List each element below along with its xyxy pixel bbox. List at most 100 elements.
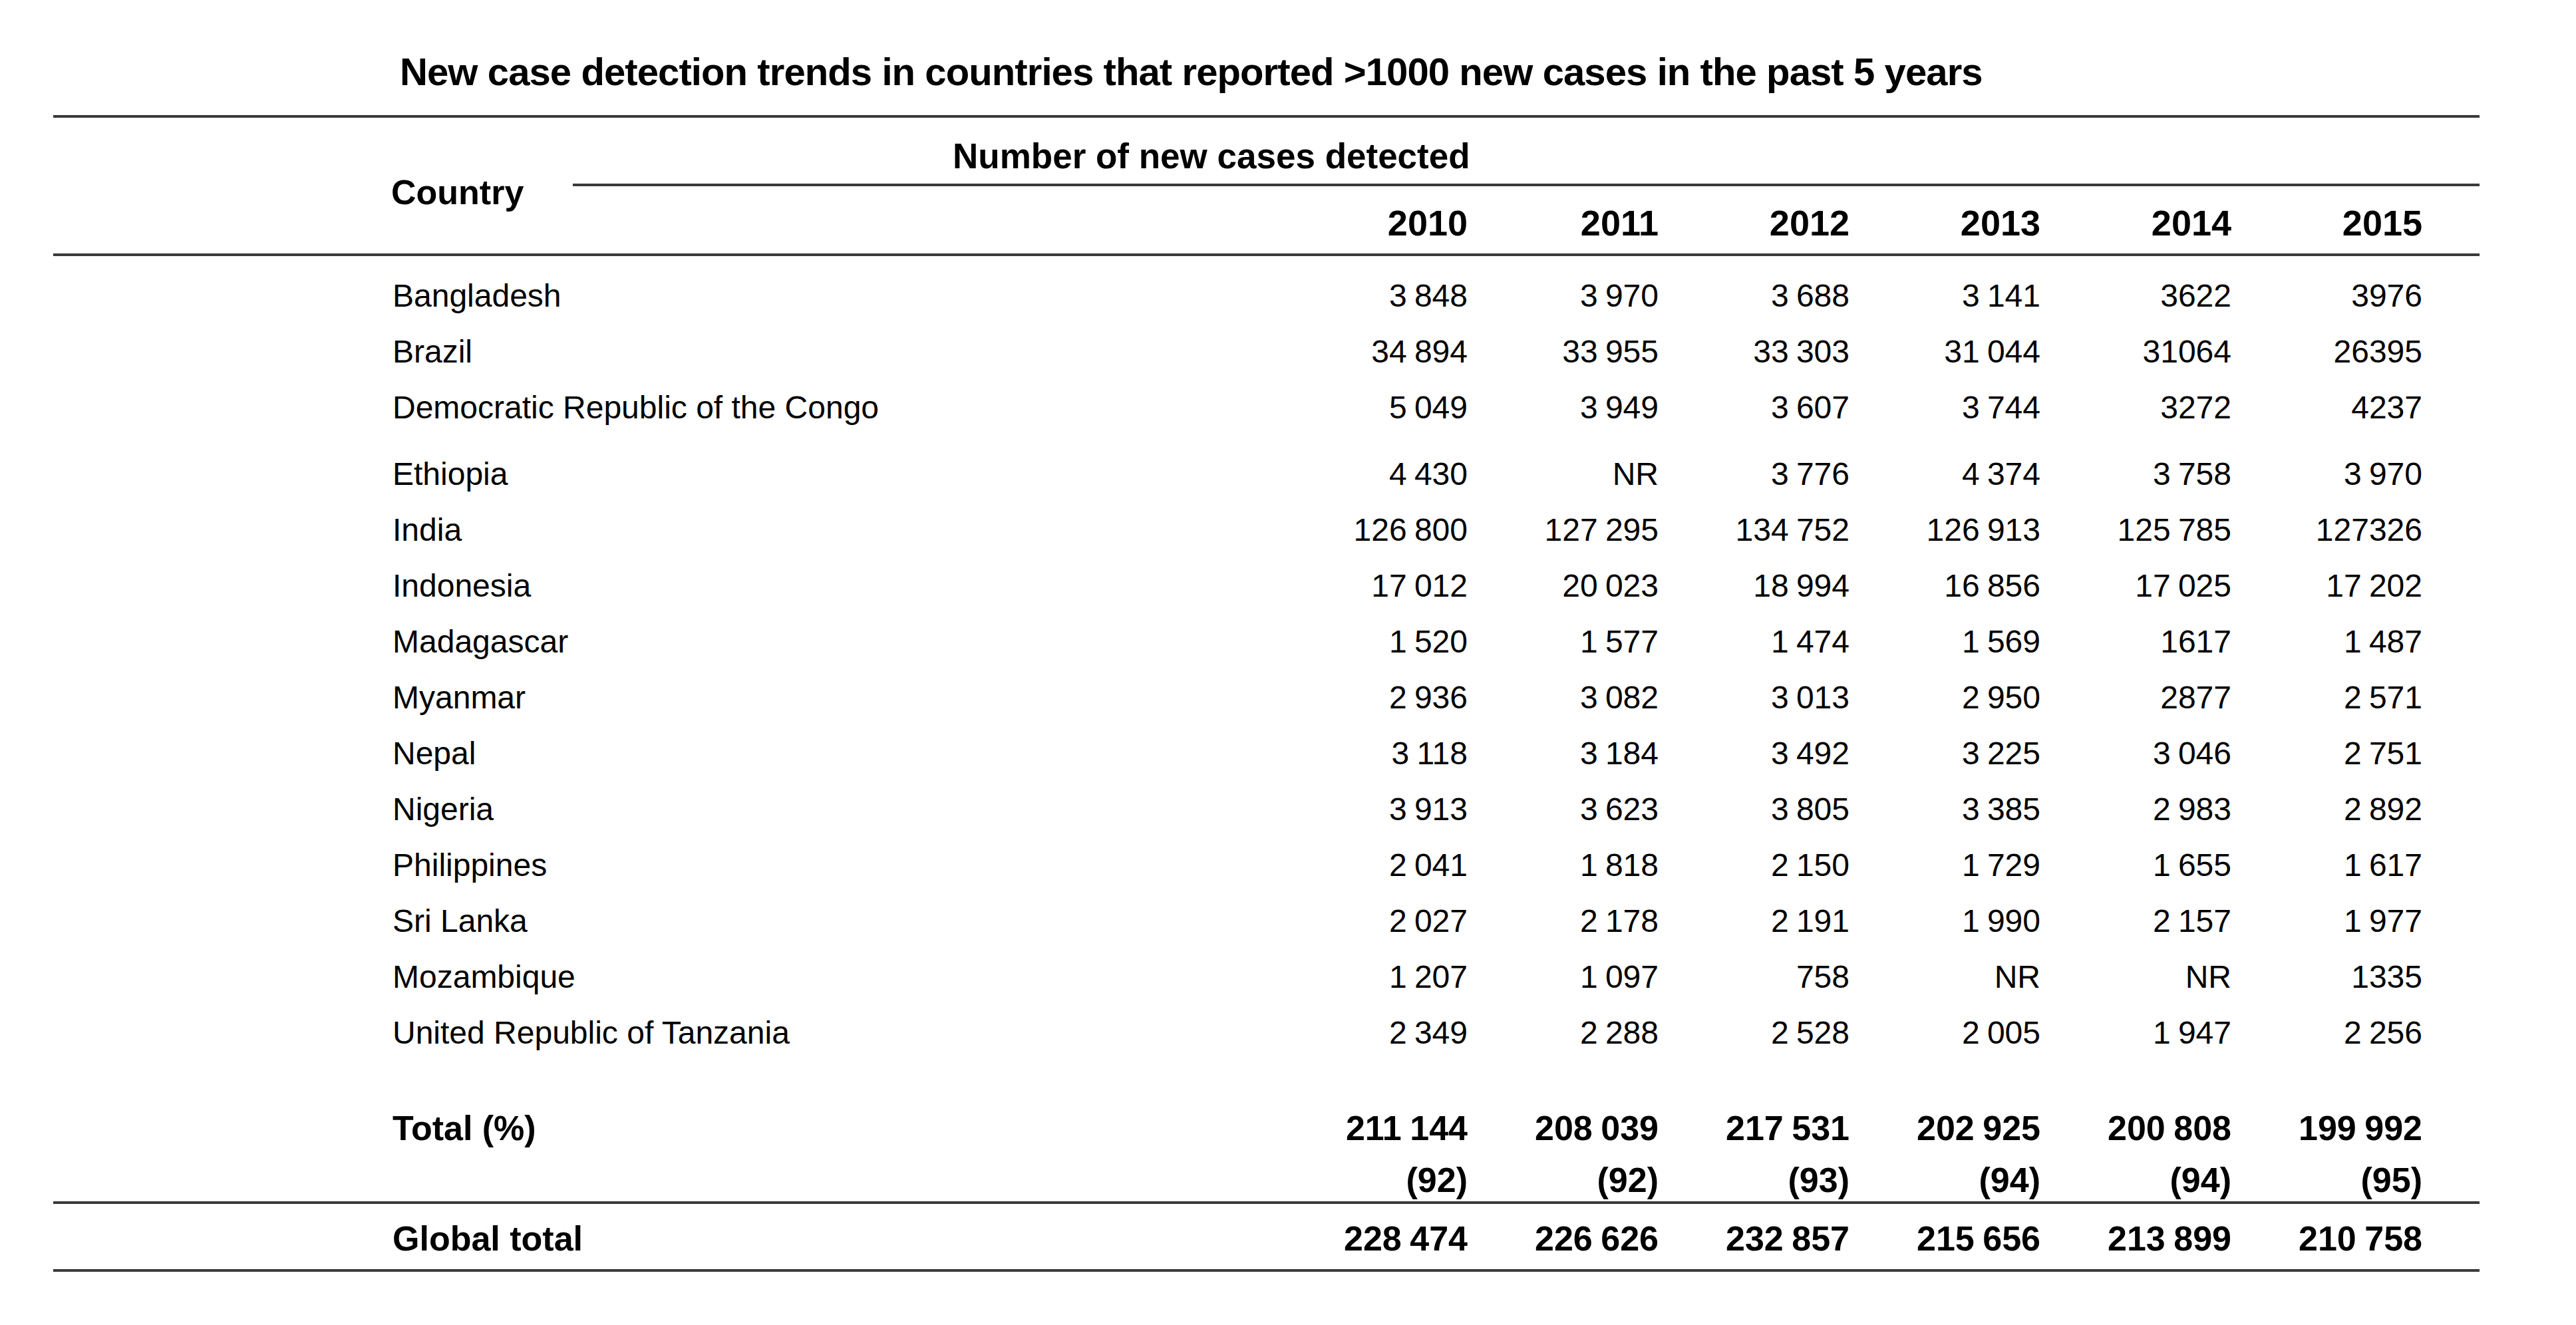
value-cell: 1 729 <box>1850 847 2040 883</box>
year-header: 2015 <box>2231 202 2422 243</box>
value-cell: 758 <box>1659 958 1850 995</box>
value-cell: 2 005 <box>1850 1014 2040 1051</box>
value-cell: 2 571 <box>2231 679 2422 716</box>
value-cell: 3622 <box>2040 277 2231 314</box>
value-cell: 33 955 <box>1468 333 1659 370</box>
data-table: 201020112012201320142015Bangladesh3 8483… <box>393 202 2422 1264</box>
value-cell: 1 947 <box>2040 1014 2231 1051</box>
total-value-cell: 211 144 <box>1277 1108 1468 1148</box>
country-name: Myanmar <box>393 679 1277 716</box>
table-row: Mozambique1 2071 097758NRNR1335 <box>393 949 2422 1004</box>
value-cell: 3 046 <box>2040 735 2231 772</box>
value-cell: 20 023 <box>1468 567 1659 604</box>
value-cell: 4237 <box>2231 389 2422 426</box>
country-name: United Republic of Tanzania <box>393 1014 1277 1051</box>
table-row: Ethiopia4 430NR3 7764 3743 7583 970 <box>393 446 2422 502</box>
value-cell: 2 950 <box>1850 679 2040 716</box>
percent-row: (92)(92)(93)(94)(94)(95) <box>393 1156 2422 1204</box>
value-cell: 3 492 <box>1659 735 1850 772</box>
value-cell: 3 758 <box>2040 456 2231 492</box>
value-cell: 3 688 <box>1659 277 1850 314</box>
table-row: Sri Lanka2 0272 1782 1911 9902 1571 977 <box>393 893 2422 949</box>
value-cell: 2 983 <box>2040 791 2231 827</box>
value-cell: 127326 <box>2231 512 2422 548</box>
table-row: Myanmar2 9363 0823 0132 95028772 571 <box>393 669 2422 725</box>
value-cell: 3 623 <box>1468 791 1659 827</box>
total-label: Total (%) <box>393 1108 1277 1148</box>
country-name: Indonesia <box>393 567 1277 604</box>
table-row: United Republic of Tanzania2 3492 2882 5… <box>393 1004 2422 1060</box>
value-cell: 3 970 <box>1468 277 1659 314</box>
value-cell: 2 936 <box>1277 679 1468 716</box>
value-cell: NR <box>2040 958 2231 995</box>
table-title: New case detection trends in countries t… <box>400 49 1983 94</box>
value-cell: 3 744 <box>1850 389 2040 426</box>
table-row: Brazil34 89433 95533 30331 0443106426395 <box>393 323 2422 379</box>
percent-value-cell: (94) <box>1850 1160 2040 1200</box>
value-cell: 125 785 <box>2040 512 2231 548</box>
country-name: Philippines <box>393 847 1277 883</box>
percent-value-cell: (94) <box>2040 1160 2231 1200</box>
value-cell: 2 256 <box>2231 1014 2422 1051</box>
total-value-cell: 208 039 <box>1468 1108 1659 1148</box>
value-cell: 2 027 <box>1277 903 1468 939</box>
table-row: Bangladesh3 8483 9703 6883 14136223976 <box>393 267 2422 323</box>
value-cell: 2 528 <box>1659 1014 1850 1051</box>
value-cell: 1 577 <box>1468 623 1659 660</box>
group-column-header: Number of new cases detected <box>953 136 1470 176</box>
value-cell: 126 800 <box>1277 512 1468 548</box>
table-row: Democratic Republic of the Congo5 0493 9… <box>393 379 2422 435</box>
table-row: Nigeria3 9133 6233 8053 3852 9832 892 <box>393 781 2422 837</box>
value-cell: 1 474 <box>1659 623 1850 660</box>
percent-value-cell: (92) <box>1468 1160 1659 1200</box>
global-value-cell: 215 656 <box>1850 1219 2040 1258</box>
value-cell: 3 141 <box>1850 277 2040 314</box>
percent-value-cell: (92) <box>1277 1160 1468 1200</box>
value-cell: 1617 <box>2040 623 2231 660</box>
year-header: 2010 <box>1277 202 1468 243</box>
value-cell: 17 025 <box>2040 567 2231 604</box>
value-cell: 2 178 <box>1468 903 1659 939</box>
country-name: Mozambique <box>393 958 1277 995</box>
value-cell: 16 856 <box>1850 567 2040 604</box>
value-cell: 2 150 <box>1659 847 1850 883</box>
value-cell: 34 894 <box>1277 333 1468 370</box>
global-value-cell: 226 626 <box>1468 1219 1659 1258</box>
rule-top <box>53 115 2480 118</box>
value-cell: 3 970 <box>2231 456 2422 492</box>
value-cell: NR <box>1850 958 2040 995</box>
year-header: 2012 <box>1659 202 1850 243</box>
value-cell: 3 385 <box>1850 791 2040 827</box>
value-cell: 31 044 <box>1850 333 2040 370</box>
value-cell: 3 913 <box>1277 791 1468 827</box>
value-cell: 3272 <box>2040 389 2231 426</box>
value-cell: 2 288 <box>1468 1014 1659 1051</box>
value-cell: 1 097 <box>1468 958 1659 995</box>
country-name: Sri Lanka <box>393 903 1277 939</box>
value-cell: 4 374 <box>1850 456 2040 492</box>
value-cell: NR <box>1468 456 1659 492</box>
country-name: Ethiopia <box>393 456 1277 492</box>
value-cell: 2 191 <box>1659 903 1850 939</box>
value-cell: 3 776 <box>1659 456 1850 492</box>
value-cell: 134 752 <box>1659 512 1850 548</box>
value-cell: 2 751 <box>2231 735 2422 772</box>
value-cell: 2 041 <box>1277 847 1468 883</box>
value-cell: 3976 <box>2231 277 2422 314</box>
value-cell: 3 805 <box>1659 791 1850 827</box>
value-cell: 1 520 <box>1277 623 1468 660</box>
value-cell: 2 157 <box>2040 903 2231 939</box>
table-row: Indonesia17 01220 02318 99416 85617 0251… <box>393 557 2422 613</box>
global-total-label: Global total <box>393 1219 1277 1258</box>
value-cell: 1 207 <box>1277 958 1468 995</box>
global-value-cell: 228 474 <box>1277 1219 1468 1258</box>
value-cell: 5 049 <box>1277 389 1468 426</box>
value-cell: 3 013 <box>1659 679 1850 716</box>
year-header: 2013 <box>1850 202 2040 243</box>
global-total-row: Global total228 474226 626232 857215 656… <box>393 1213 2422 1264</box>
value-cell: 3 184 <box>1468 735 1659 772</box>
value-cell: 2877 <box>2040 679 2231 716</box>
table-row: Madagascar1 5201 5771 4741 56916171 487 <box>393 613 2422 669</box>
value-cell: 3 949 <box>1468 389 1659 426</box>
value-cell: 1 617 <box>2231 847 2422 883</box>
